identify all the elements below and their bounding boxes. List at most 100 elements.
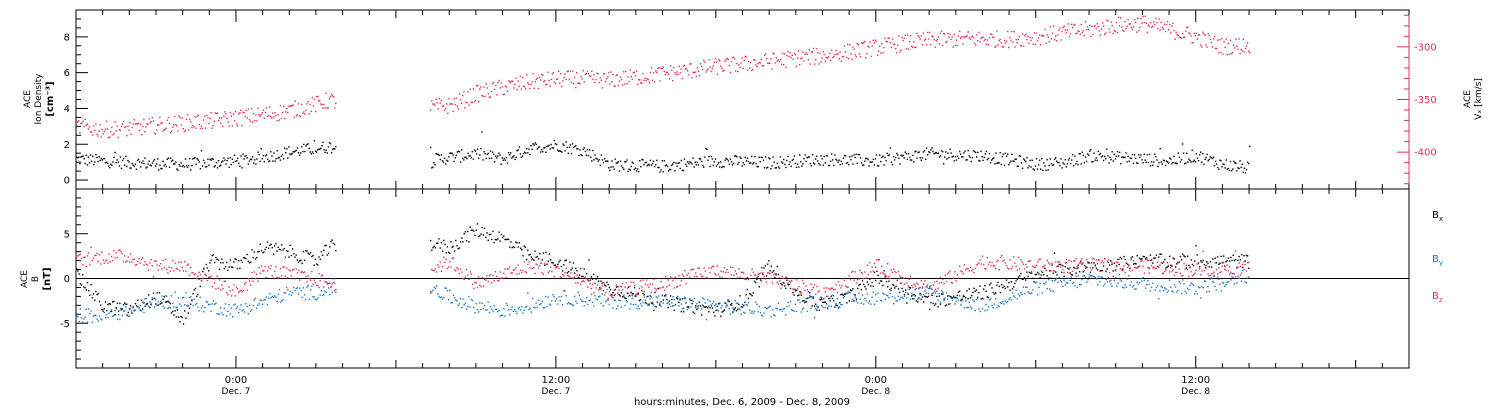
density-point — [553, 139, 556, 142]
velocity-point — [590, 75, 592, 77]
field-point-bx — [810, 295, 812, 298]
field-point-bx — [199, 285, 201, 288]
density-point — [824, 162, 826, 164]
velocity-point — [537, 87, 540, 90]
field-point-by — [839, 306, 841, 308]
field-point-bx — [525, 259, 528, 261]
field-point-bx — [208, 270, 210, 272]
field-point-bz — [278, 277, 281, 279]
velocity-point — [981, 36, 983, 38]
velocity-point — [1208, 35, 1210, 37]
field-point-by — [184, 304, 186, 306]
density-point — [143, 162, 145, 165]
field-point-bx — [533, 259, 535, 261]
field-point-by — [522, 312, 524, 314]
field-point-bx — [281, 244, 283, 246]
field-point-by — [809, 296, 811, 299]
field-point-bz — [1226, 264, 1228, 266]
field-point-bx — [1155, 254, 1158, 256]
field-point-by — [119, 318, 121, 321]
velocity-point — [459, 99, 462, 101]
field-point-by — [271, 295, 273, 298]
velocity-point — [964, 36, 966, 38]
field-point-bx — [510, 241, 512, 243]
field-point-bz — [1132, 260, 1135, 262]
density-point — [1081, 151, 1083, 153]
velocity-point — [982, 36, 984, 39]
density-point — [946, 158, 948, 160]
density-point — [646, 165, 648, 167]
field-point-by — [614, 299, 617, 302]
field-point-bx — [487, 239, 489, 241]
field-point-bx — [439, 247, 441, 249]
field-point-bz — [842, 278, 844, 280]
field-point-bz — [1107, 259, 1110, 261]
velocity-point — [968, 36, 970, 39]
field-point-by — [564, 290, 566, 292]
density-point — [613, 168, 615, 170]
field-point-bz — [269, 268, 271, 270]
velocity-point — [568, 78, 571, 80]
velocity-point — [804, 53, 806, 56]
field-point-bx — [326, 254, 329, 256]
density-point — [783, 158, 785, 161]
velocity-point — [1036, 40, 1039, 42]
velocity-point — [326, 107, 328, 109]
field-point-by — [654, 306, 656, 308]
field-point-bz — [950, 281, 952, 284]
field-point-by — [305, 298, 307, 301]
field-point-bz — [1122, 269, 1124, 272]
field-point-by — [1197, 286, 1200, 288]
field-point-bx — [258, 250, 260, 253]
density-point — [670, 168, 672, 171]
density-point — [142, 160, 144, 162]
field-point-by — [97, 320, 99, 322]
field-point-bz — [513, 269, 516, 271]
field-point-bx — [809, 292, 811, 294]
velocity-point — [614, 85, 616, 88]
velocity-point — [945, 41, 947, 43]
field-point-bx — [432, 247, 434, 249]
velocity-point — [1059, 27, 1061, 29]
density-point — [1205, 156, 1207, 159]
field-point-bx — [188, 307, 191, 309]
field-point-bx — [170, 312, 173, 314]
velocity-point — [1210, 41, 1212, 44]
field-point-bz — [464, 276, 467, 278]
field-point-bx — [1021, 278, 1023, 280]
density-point — [610, 166, 612, 168]
field-point-bx — [723, 309, 726, 311]
velocity-point — [1024, 35, 1026, 37]
density-point — [1163, 159, 1166, 162]
density-point — [275, 158, 277, 160]
density-point — [722, 165, 724, 168]
velocity-point — [521, 77, 524, 79]
field-point-bx — [256, 256, 258, 259]
field-point-bz — [1162, 272, 1165, 274]
field-point-bz — [557, 265, 559, 268]
field-point-bx — [997, 281, 999, 284]
velocity-point — [436, 102, 438, 104]
field-point-bx — [434, 247, 437, 249]
velocity-point — [211, 127, 213, 129]
velocity-point — [138, 129, 141, 132]
velocity-point — [890, 46, 893, 49]
density-point — [193, 157, 195, 159]
density-point — [449, 152, 451, 154]
field-point-by — [176, 306, 179, 308]
density-point — [1010, 160, 1012, 162]
field-point-bz — [279, 268, 282, 270]
field-point-bx — [768, 260, 770, 262]
density-point — [292, 151, 294, 153]
field-point-by — [187, 305, 189, 307]
field-point-bz — [857, 278, 859, 281]
velocity-point — [638, 79, 640, 81]
field-point-bz — [1004, 262, 1006, 264]
velocity-point — [1004, 42, 1007, 44]
velocity-point — [514, 83, 516, 86]
velocity-point — [1152, 25, 1154, 28]
density-point — [110, 163, 112, 165]
field-point-bz — [641, 286, 643, 288]
density-point — [798, 166, 800, 168]
field-point-by — [859, 298, 861, 300]
